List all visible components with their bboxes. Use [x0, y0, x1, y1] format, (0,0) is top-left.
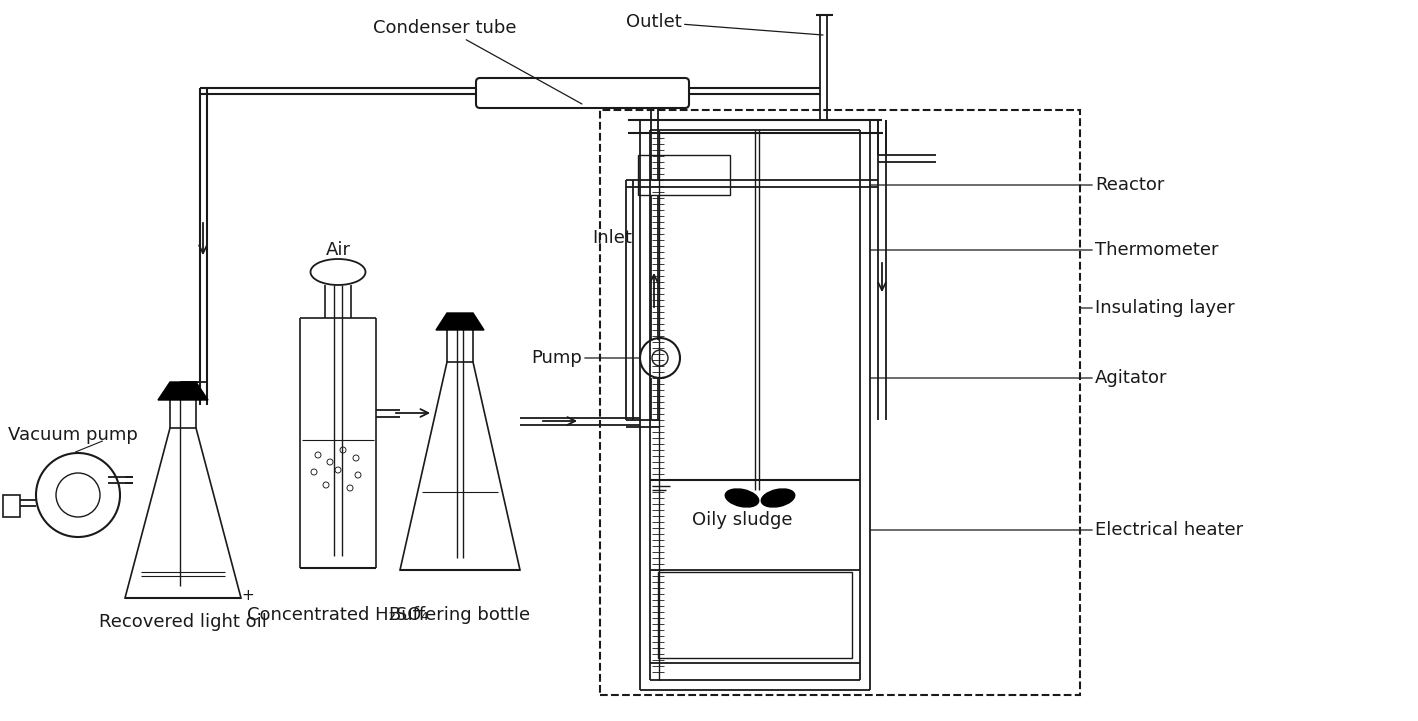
Polygon shape [157, 382, 208, 400]
Text: Vacuum pump: Vacuum pump [9, 426, 138, 444]
Text: Pump: Pump [532, 349, 640, 367]
Text: Concentrated H₂SO₄: Concentrated H₂SO₄ [247, 606, 428, 624]
Text: Buffering bottle: Buffering bottle [390, 606, 530, 624]
FancyBboxPatch shape [476, 78, 689, 108]
Text: Oily sludge: Oily sludge [692, 511, 793, 529]
Text: Inlet: Inlet [593, 229, 632, 247]
Text: Condenser tube: Condenser tube [373, 19, 581, 104]
Text: Agitator: Agitator [871, 369, 1167, 387]
Ellipse shape [725, 489, 759, 507]
Bar [658, 572, 852, 658]
Text: Reactor: Reactor [871, 176, 1164, 194]
Bar [3, 495, 20, 517]
Text: Electrical heater: Electrical heater [871, 521, 1244, 539]
Bar [638, 155, 730, 195]
Text: Insulating layer: Insulating layer [1081, 299, 1235, 317]
Polygon shape [400, 362, 520, 570]
Polygon shape [125, 428, 241, 598]
Text: Outlet: Outlet [627, 13, 822, 35]
Text: +: + [241, 588, 254, 603]
Text: Thermometer: Thermometer [871, 241, 1218, 259]
Text: Air: Air [326, 241, 350, 259]
Text: Recovered light oil: Recovered light oil [99, 613, 267, 631]
Bar [600, 110, 1081, 695]
Ellipse shape [761, 489, 794, 507]
Polygon shape [435, 313, 484, 330]
